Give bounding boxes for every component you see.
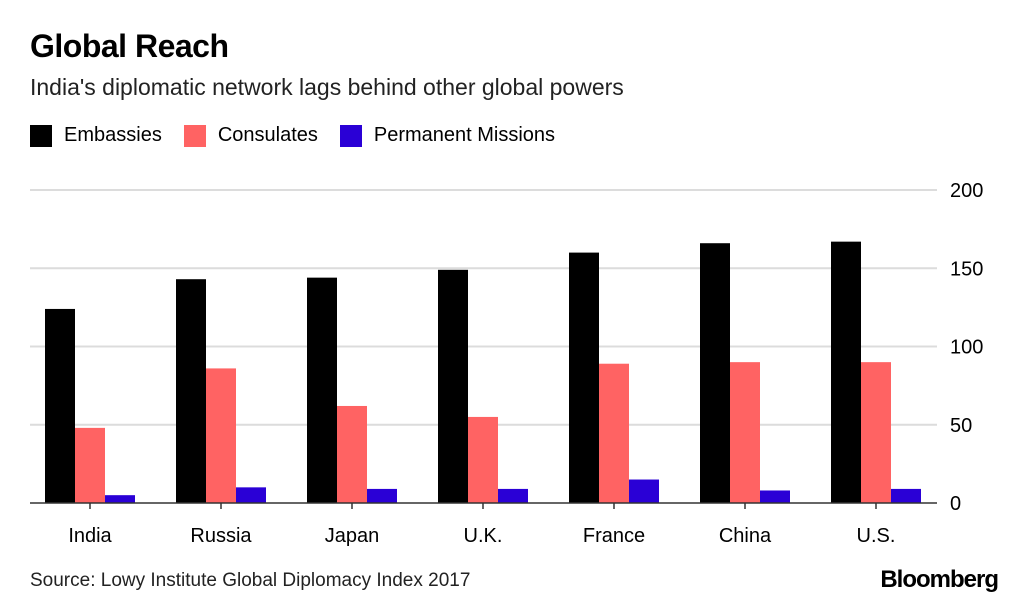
source-note: Source: Lowy Institute Global Diplomacy … <box>30 570 471 591</box>
legend-label: Embassies <box>64 124 162 146</box>
x-tick-label: Russia <box>190 525 252 547</box>
bar-permanent-missions <box>236 487 266 503</box>
chart-subtitle: India's diplomatic network lags behind o… <box>30 74 624 100</box>
x-tick-label: India <box>68 525 112 547</box>
y-tick-label: 50 <box>950 415 972 437</box>
bar-embassies <box>45 308 75 503</box>
bar-consulates <box>468 416 498 503</box>
bar-consulates <box>599 363 629 503</box>
y-tick-label: 150 <box>950 258 983 280</box>
bar-permanent-missions <box>891 488 921 503</box>
bloomberg-logo: Bloomberg <box>880 566 999 593</box>
bar-consulates <box>75 427 105 503</box>
legend: Embassies Consulates Permanent Missions <box>30 124 577 147</box>
bar-embassies <box>700 243 730 503</box>
chart-title: Global Reach <box>30 28 229 64</box>
legend-item-consulates: Consulates <box>183 124 318 147</box>
bar-permanent-missions <box>105 495 135 503</box>
bar-permanent-missions <box>760 490 790 503</box>
bar-embassies <box>831 241 861 503</box>
bar-consulates <box>206 368 236 503</box>
y-tick-label: 0 <box>950 493 961 515</box>
legend-label: Permanent Missions <box>373 124 556 146</box>
bar-permanent-missions <box>629 479 659 503</box>
legend-item-permanent-missions: Permanent Missions <box>339 124 556 147</box>
bar-consulates <box>337 405 367 503</box>
bar-permanent-missions <box>367 488 397 503</box>
bar-embassies <box>307 277 337 503</box>
bar-embassies <box>438 269 468 503</box>
x-tick-label: U.S. <box>857 525 896 547</box>
bar-consulates <box>861 362 891 503</box>
legend-swatch <box>339 124 362 147</box>
legend-swatch <box>183 124 206 147</box>
legend-item-embassies: Embassies <box>30 124 162 147</box>
x-tick-label: China <box>719 525 772 547</box>
legend-swatch <box>30 124 52 147</box>
bar-permanent-missions <box>498 488 528 503</box>
bar-consulates <box>730 362 760 503</box>
y-tick-label: 200 <box>950 180 983 202</box>
x-tick-label: U.K. <box>464 525 503 547</box>
x-tick-label: France <box>583 525 645 547</box>
bar-embassies <box>176 279 206 503</box>
x-tick-label: Japan <box>325 525 380 547</box>
bar-embassies <box>569 252 599 503</box>
legend-label: Consulates <box>217 124 318 146</box>
y-tick-label: 100 <box>950 337 983 359</box>
